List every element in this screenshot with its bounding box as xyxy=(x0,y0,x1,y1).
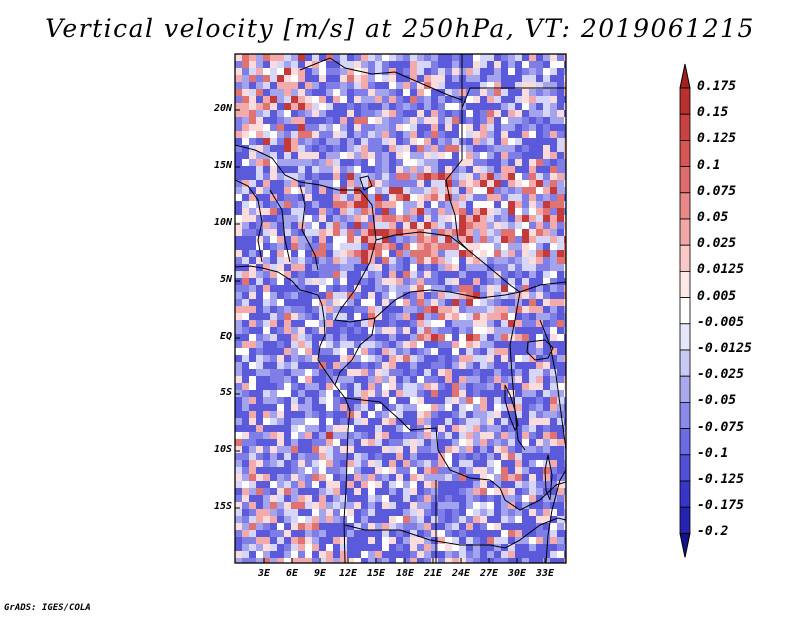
border-line xyxy=(235,179,263,263)
lake-malawi xyxy=(544,454,553,501)
border-line xyxy=(344,524,521,549)
border-line xyxy=(509,291,526,451)
colorbar-bin xyxy=(679,270,691,298)
colorbar-label: 0.05 xyxy=(697,210,729,225)
border-line xyxy=(445,108,463,216)
colorbar-bin xyxy=(679,166,691,194)
lat-label: 5S xyxy=(219,387,232,398)
colorbar-label: -0.1 xyxy=(697,445,729,461)
lon-label: 18E xyxy=(395,568,415,579)
colorbar xyxy=(679,63,691,558)
lon-label: 6E xyxy=(285,568,299,579)
map-title: Vertical velocity [m/s] at 250hPa, VT: 2… xyxy=(45,14,755,43)
border-line xyxy=(539,319,566,451)
border-line xyxy=(235,144,360,191)
lat-label: 20N xyxy=(213,103,232,114)
colorbar-label: 0.125 xyxy=(697,131,737,147)
lat-label: 15N xyxy=(213,160,232,171)
lat-label: 5N xyxy=(219,274,232,285)
colorbar-bin xyxy=(679,480,691,508)
border-line xyxy=(461,54,566,109)
lon-label: 12E xyxy=(338,568,358,579)
border-line xyxy=(334,317,376,386)
lon-label: 24E xyxy=(451,568,471,579)
lon-label: 27E xyxy=(479,568,499,579)
colorbar-bin xyxy=(679,375,691,403)
border-line xyxy=(454,214,469,251)
lon-label: 15E xyxy=(366,568,386,579)
colorbar-bin xyxy=(679,323,691,351)
colorbar-label: -0.025 xyxy=(697,367,744,383)
border-line xyxy=(269,189,291,263)
lon-label: 9E xyxy=(313,568,327,579)
lake-chad xyxy=(359,175,373,191)
colorbar-label: 0.075 xyxy=(697,183,737,199)
border-line xyxy=(334,189,377,323)
colorbar-label: 0.005 xyxy=(697,288,737,304)
colorbar-bin xyxy=(679,192,691,220)
colorbar-arrow-top xyxy=(679,63,691,89)
colorbar-label: 0.025 xyxy=(697,236,737,252)
colorbar-label: -0.075 xyxy=(697,419,744,435)
colorbar-bin xyxy=(679,454,691,482)
lon-label: 30E xyxy=(507,568,527,579)
lat-label: 10S xyxy=(213,444,232,455)
lon-label: 21E xyxy=(423,568,443,579)
colorbar-bin xyxy=(679,139,691,167)
colorbar-label: 0.15 xyxy=(697,105,729,121)
border-line xyxy=(299,184,319,271)
border-line xyxy=(374,289,521,319)
border-line xyxy=(519,517,566,541)
colorbar-label: -0.05 xyxy=(697,393,737,409)
lon-label: 3E xyxy=(257,568,271,579)
border-line xyxy=(344,397,491,481)
colorbar-label: 0.175 xyxy=(697,79,737,94)
country-borders xyxy=(235,54,566,563)
colorbar-bin xyxy=(679,297,691,325)
colorbar-label: 0.1 xyxy=(697,157,721,173)
coastline xyxy=(235,265,351,563)
colorbar-label: -0.125 xyxy=(697,472,744,487)
lat-label: 10N xyxy=(213,217,232,228)
colorbar-bin xyxy=(679,218,691,246)
colorbar-label: -0.2 xyxy=(697,524,729,540)
border-line xyxy=(299,57,463,101)
colorbar-bin xyxy=(679,401,691,429)
border-line xyxy=(375,231,521,293)
colorbar-bin xyxy=(679,113,691,141)
velocity-field xyxy=(235,54,566,563)
colorbar-label: -0.005 xyxy=(697,314,744,330)
colorbar-bin xyxy=(679,428,691,456)
colorbar-bin xyxy=(679,244,691,272)
lat-label: EQ xyxy=(219,331,232,342)
lon-label: 33E xyxy=(535,568,555,579)
colorbar-bin xyxy=(679,506,691,534)
border-line xyxy=(489,479,566,511)
colorbar-label: -0.0125 xyxy=(697,341,752,356)
lake-victoria xyxy=(526,339,554,361)
colorbar-label: -0.175 xyxy=(697,498,744,514)
border-line xyxy=(519,281,566,293)
map-frame xyxy=(234,53,567,564)
border-line xyxy=(545,469,566,563)
lat-label: 15S xyxy=(213,501,232,512)
colorbar-label: 0.0125 xyxy=(697,262,744,278)
colorbar-bin xyxy=(679,349,691,377)
footer-credit: GrADS: IGES/COLA xyxy=(4,603,91,613)
colorbar-arrow-bottom xyxy=(679,532,691,558)
colorbar-bin xyxy=(679,87,691,115)
lake-tanganyika xyxy=(504,384,519,432)
